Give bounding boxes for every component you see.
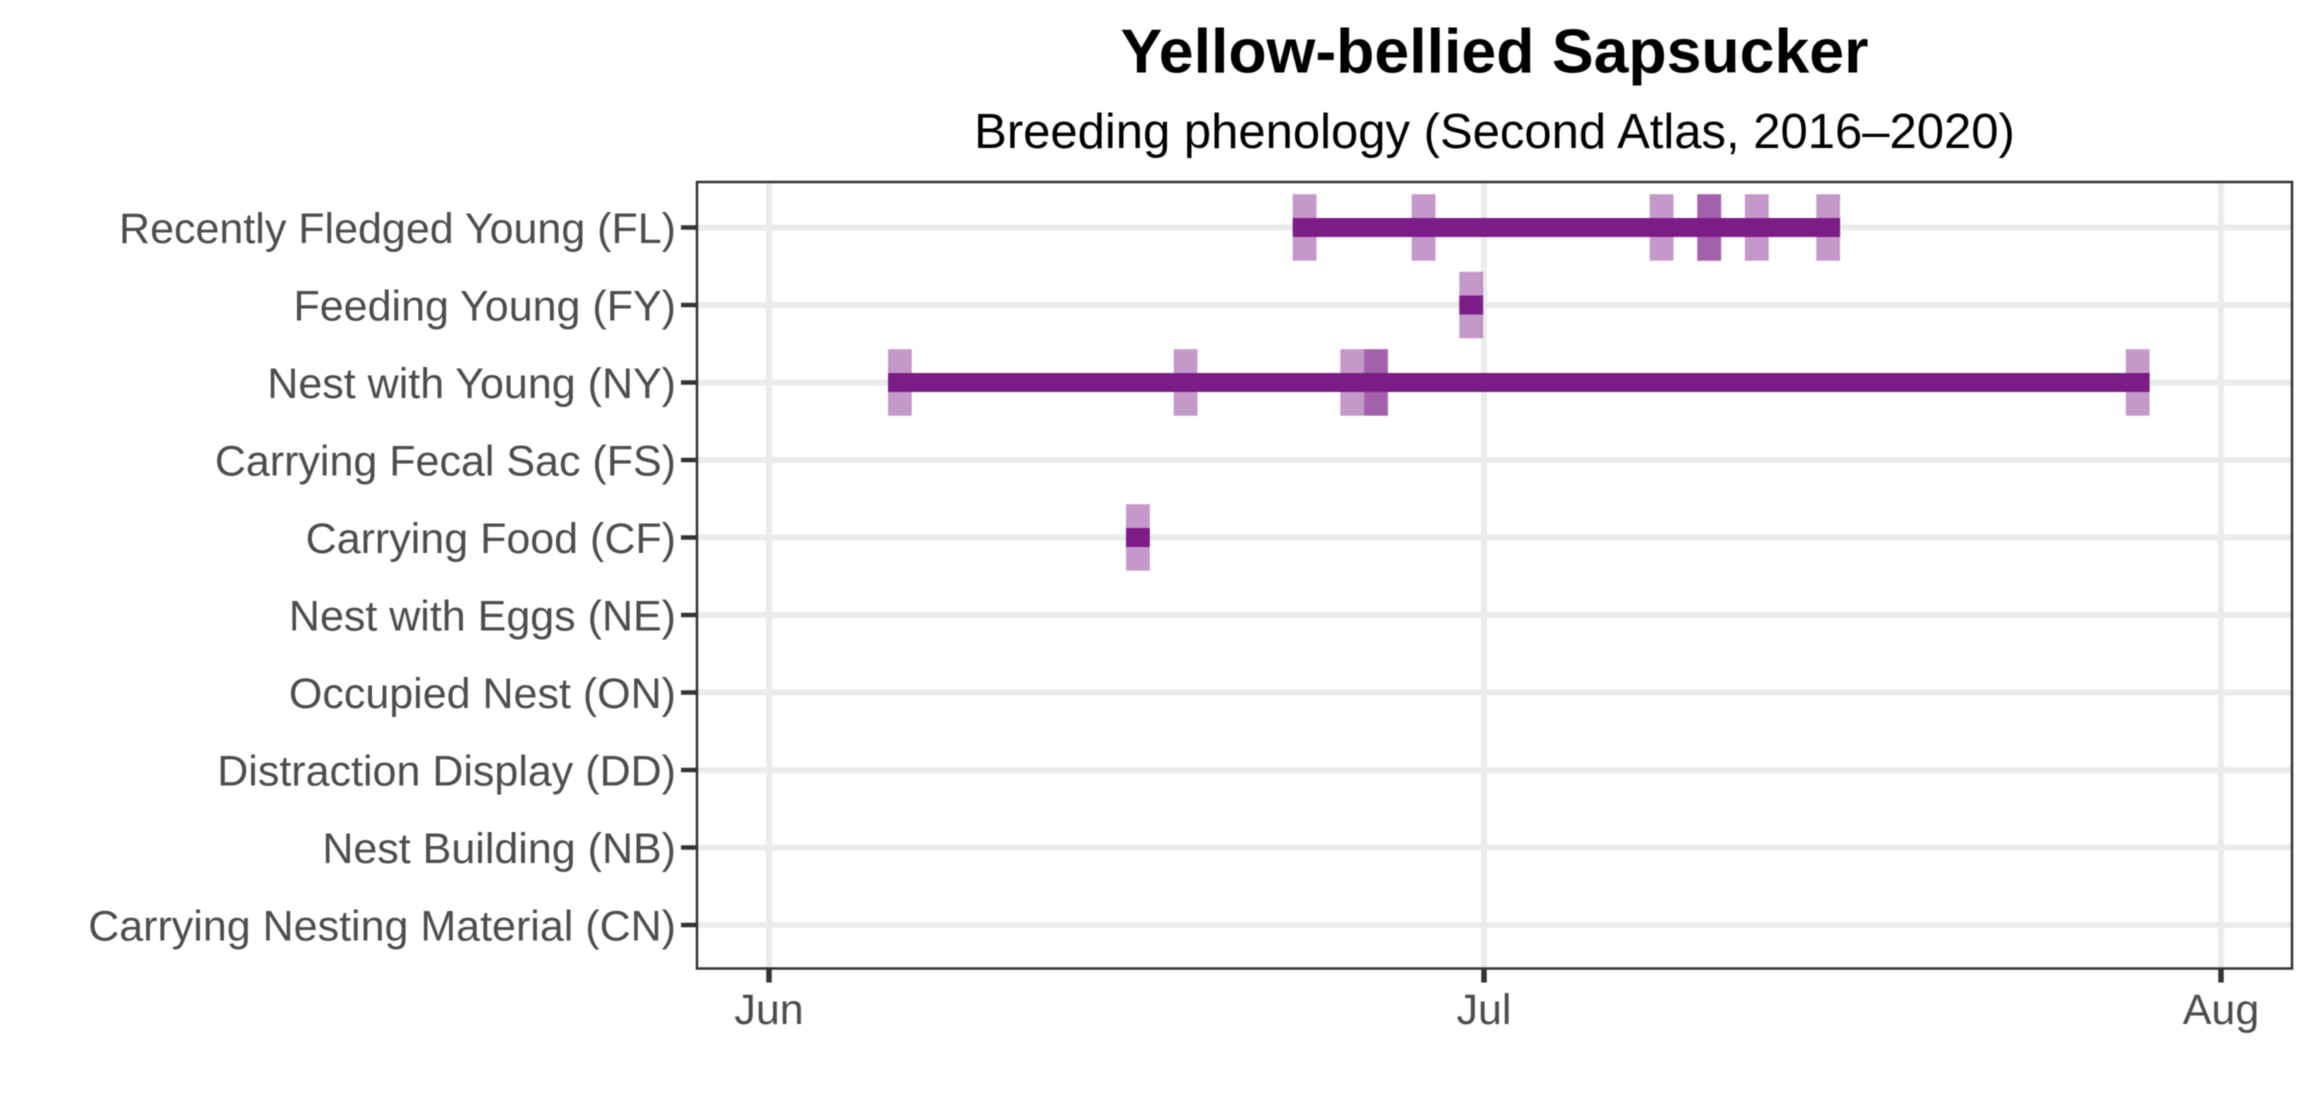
svg-text:Distraction Display (DD): Distraction Display (DD) — [217, 747, 676, 795]
svg-text:Feeding Young (FY): Feeding Young (FY) — [294, 282, 677, 330]
svg-text:Carrying Food (CF): Carrying Food (CF) — [306, 515, 676, 563]
svg-text:Occupied Nest (ON): Occupied Nest (ON) — [289, 670, 676, 718]
svg-text:Carrying Nesting Material (CN): Carrying Nesting Material (CN) — [88, 902, 676, 950]
svg-text:Carrying Fecal Sac (FS): Carrying Fecal Sac (FS) — [215, 437, 676, 485]
svg-text:Nest Building (NB): Nest Building (NB) — [322, 825, 676, 873]
svg-text:Aug: Aug — [2183, 986, 2260, 1034]
svg-text:Yellow-bellied Sapsucker: Yellow-bellied Sapsucker — [1121, 17, 1869, 87]
svg-text:Jul: Jul — [1457, 986, 1512, 1034]
svg-text:Nest with Young (NY): Nest with Young (NY) — [267, 360, 676, 408]
svg-text:Recently Fledged Young (FL): Recently Fledged Young (FL) — [119, 205, 676, 253]
svg-text:Nest with Eggs (NE): Nest with Eggs (NE) — [289, 592, 676, 640]
svg-text:Breeding phenology (Second Atl: Breeding phenology (Second Atlas, 2016–2… — [974, 105, 2015, 159]
svg-text:Jun: Jun — [734, 986, 803, 1034]
